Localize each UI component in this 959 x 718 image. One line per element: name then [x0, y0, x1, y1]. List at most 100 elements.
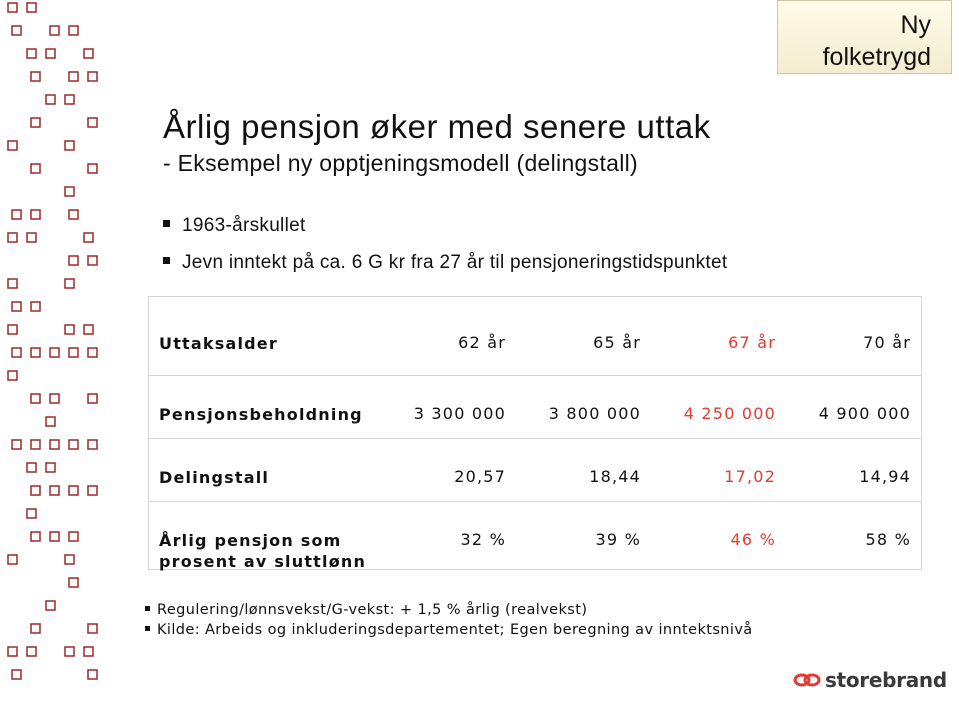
bullet: 1963-årskullet: [163, 215, 306, 237]
deco-square: [7, 370, 18, 381]
table-cell: 14,94: [859, 467, 911, 486]
tag-box: Ny folketrygd: [777, 0, 952, 74]
row-label: Delingstall: [159, 468, 270, 487]
subtitle: - Eksempel ny opptjeningsmodell (delings…: [163, 150, 639, 176]
table-row: Uttaksalder 62 år 65 år 67 år 70 år: [149, 297, 921, 375]
table-cell: 70 år: [863, 333, 911, 352]
deco-square: [68, 25, 79, 36]
deco-square: [64, 186, 75, 197]
deco-square: [30, 531, 41, 542]
deco-square: [26, 462, 37, 473]
deco-square: [11, 439, 22, 450]
deco-square: [87, 485, 98, 496]
deco-square: [7, 140, 18, 151]
deco-square: [87, 117, 98, 128]
table-row: Delingstall 20,57 18,44 17,02 14,94: [149, 438, 921, 502]
deco-square: [49, 485, 60, 496]
deco-square: [26, 48, 37, 59]
deco-square: [30, 485, 41, 496]
table-cell: 67 år: [728, 333, 776, 352]
deco-square: [49, 25, 60, 36]
deco-square: [30, 209, 41, 220]
deco-square: [64, 554, 75, 565]
deco-square: [7, 554, 18, 565]
logo-icon: [793, 673, 821, 687]
title: Årlig pensjon øker med senere uttak: [163, 108, 711, 145]
table-cell: 32 %: [460, 530, 506, 549]
deco-square: [68, 209, 79, 220]
deco-square: [83, 324, 94, 335]
table-cell: 62 år: [458, 333, 506, 352]
row-label: Årlig pensjon som prosent av sluttlønn: [159, 531, 367, 571]
deco-square: [7, 232, 18, 243]
deco-square: [68, 531, 79, 542]
logo: storebrand: [793, 668, 947, 692]
deco-square: [64, 140, 75, 151]
tag-line: folketrygd: [822, 43, 931, 71]
deco-square: [68, 485, 79, 496]
deco-square: [87, 255, 98, 266]
deco-square: [7, 2, 18, 13]
table-cell: 39 %: [595, 530, 641, 549]
deco-square: [45, 462, 56, 473]
deco-square: [30, 71, 41, 82]
deco-square: [30, 439, 41, 450]
deco-square: [83, 646, 94, 657]
deco-square: [45, 94, 56, 105]
deco-square: [11, 347, 22, 358]
deco-square: [30, 117, 41, 128]
table-cell: 46 %: [730, 530, 776, 549]
deco-square: [26, 2, 37, 13]
deco-square: [11, 209, 22, 220]
deco-square: [83, 232, 94, 243]
deco-square: [26, 508, 37, 519]
deco-square: [7, 324, 18, 335]
tag-line: Ny: [900, 11, 931, 39]
table: Uttaksalder 62 år 65 år 67 år 70 år Pensjonsb…: [148, 296, 922, 572]
deco-square: [64, 278, 75, 289]
deco-square: [30, 163, 41, 174]
deco-square: [68, 255, 79, 266]
deco-square: [68, 347, 79, 358]
table-cell: 4 900 000: [818, 404, 911, 423]
deco-square: [30, 301, 41, 312]
deco-square: [30, 623, 41, 634]
deco-square: [7, 646, 18, 657]
deco-square: [49, 439, 60, 450]
deco-square: [11, 669, 22, 680]
table-cell: 65 år: [593, 333, 641, 352]
footnote: Regulering/lønnsvekst/G-vekst: + 1,5 % å…: [145, 602, 587, 618]
deco-square: [87, 439, 98, 450]
table-cell: 58 %: [865, 530, 911, 549]
deco-square: [30, 393, 41, 404]
deco-square: [83, 48, 94, 59]
deco-square: [87, 623, 98, 634]
deco-square: [45, 416, 56, 427]
table-cell: 18,44: [589, 467, 641, 486]
table-cell: 3 800 000: [548, 404, 641, 423]
deco-square: [7, 278, 18, 289]
deco-square: [26, 646, 37, 657]
table-cell: 17,02: [724, 467, 776, 486]
deco-square: [64, 646, 75, 657]
deco-square: [45, 600, 56, 611]
table-cell: 20,57: [454, 467, 506, 486]
deco-square: [26, 232, 37, 243]
footnote: Kilde: Arbeids og inkluderingsdepartemen…: [145, 622, 753, 638]
deco-square: [68, 439, 79, 450]
deco-square: [87, 347, 98, 358]
deco-square: [49, 393, 60, 404]
table-cell: 4 250 000: [683, 404, 776, 423]
table-row: Årlig pensjon som prosent av sluttlønn 32…: [149, 501, 921, 572]
deco-square: [64, 94, 75, 105]
deco-square: [11, 301, 22, 312]
deco-square: [49, 347, 60, 358]
row-label: Uttaksalder: [159, 334, 278, 353]
logo-text: storebrand: [825, 668, 947, 692]
deco-square: [68, 71, 79, 82]
row-label: Pensjonsbeholdning: [159, 405, 363, 424]
deco-square: [68, 577, 79, 588]
deco-square: [87, 669, 98, 680]
deco-square: [49, 531, 60, 542]
